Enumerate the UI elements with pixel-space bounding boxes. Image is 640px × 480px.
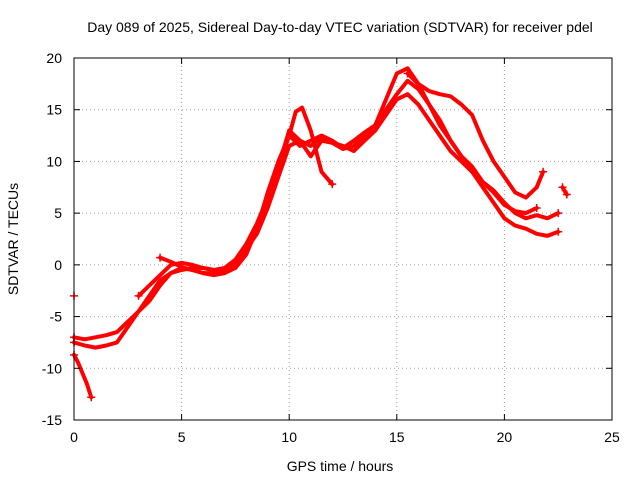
x-tick-label: 0 xyxy=(70,429,78,445)
x-tick-labels: 0 5 10 15 20 25 xyxy=(70,429,620,445)
y-tick-label: -15 xyxy=(42,412,62,428)
series-arc-5 xyxy=(405,71,546,200)
y-tick-labels: -15 -10 -5 0 5 10 15 20 xyxy=(42,50,62,428)
data-point-marker xyxy=(156,253,165,262)
data-point-marker xyxy=(87,393,96,402)
chart-title: Day 089 of 2025, Sidereal Day-to-day VTE… xyxy=(87,19,593,35)
y-tick-label: 5 xyxy=(54,205,62,221)
data-point-marker xyxy=(532,203,541,212)
y-tick-label: 10 xyxy=(46,153,62,169)
series-arc-6 xyxy=(72,352,94,400)
data-point-marker xyxy=(558,183,567,192)
y-tick-label: 20 xyxy=(46,50,62,66)
data-point-marker xyxy=(554,227,563,236)
x-axis-label: GPS time / hours xyxy=(287,458,394,474)
x-tick-label: 15 xyxy=(389,429,405,445)
y-tick-label: -10 xyxy=(42,360,62,376)
data-point-marker xyxy=(134,291,143,300)
y-axis-label: SDTVAR / TECUs xyxy=(5,183,21,295)
data-point-marker xyxy=(328,180,337,189)
x-tick-label: 10 xyxy=(281,429,297,445)
y-tick-label: 0 xyxy=(54,257,62,273)
data-point-marker xyxy=(403,69,412,78)
y-tick-label: -5 xyxy=(50,309,63,325)
x-tick-label: 5 xyxy=(178,429,186,445)
axis-ticks xyxy=(73,57,613,421)
plot-frame xyxy=(73,57,613,421)
data-point-marker xyxy=(554,209,563,218)
data-point-marker xyxy=(539,167,548,176)
y-tick-label: 15 xyxy=(46,102,62,118)
series-arc-3 xyxy=(136,92,561,298)
x-tick-label: 20 xyxy=(497,429,513,445)
data-series xyxy=(70,66,571,402)
data-point-marker xyxy=(562,190,571,199)
grid xyxy=(74,58,612,420)
series-arc-4 xyxy=(158,66,561,278)
x-tick-label: 25 xyxy=(604,429,620,445)
